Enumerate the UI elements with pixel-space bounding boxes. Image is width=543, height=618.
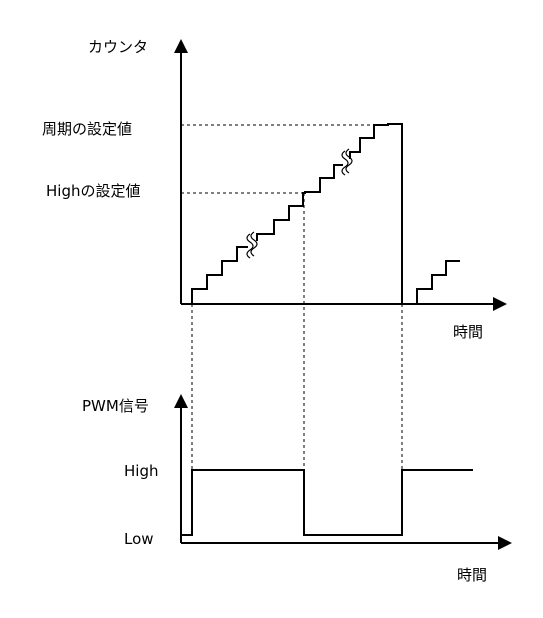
pwm-x-axis-label: 時間 <box>457 566 487 584</box>
omission-wave-mark-upper <box>341 148 353 176</box>
pwm-waveform <box>181 469 473 536</box>
period-setting-label: 周期の設定値 <box>42 120 132 138</box>
high-setting-label: Highの設定値 <box>46 182 140 200</box>
pwm-y-axis-label: PWM信号 <box>82 397 149 415</box>
high-level-label: High <box>124 462 158 480</box>
pwm-chart: PWM信号 時間 High Low <box>82 394 512 584</box>
counter-staircase-second-cycle <box>416 260 460 304</box>
low-level-label: Low <box>124 530 154 548</box>
counter-staircase-first-cycle <box>191 123 403 304</box>
counter-x-axis-label: 時間 <box>453 323 483 341</box>
counter-y-axis-label: カウンタ <box>88 38 148 56</box>
omission-wave-mark-lower <box>246 231 258 259</box>
counter-chart: カウンタ 時間 周期の設定値 Highの設定値 <box>42 38 507 341</box>
